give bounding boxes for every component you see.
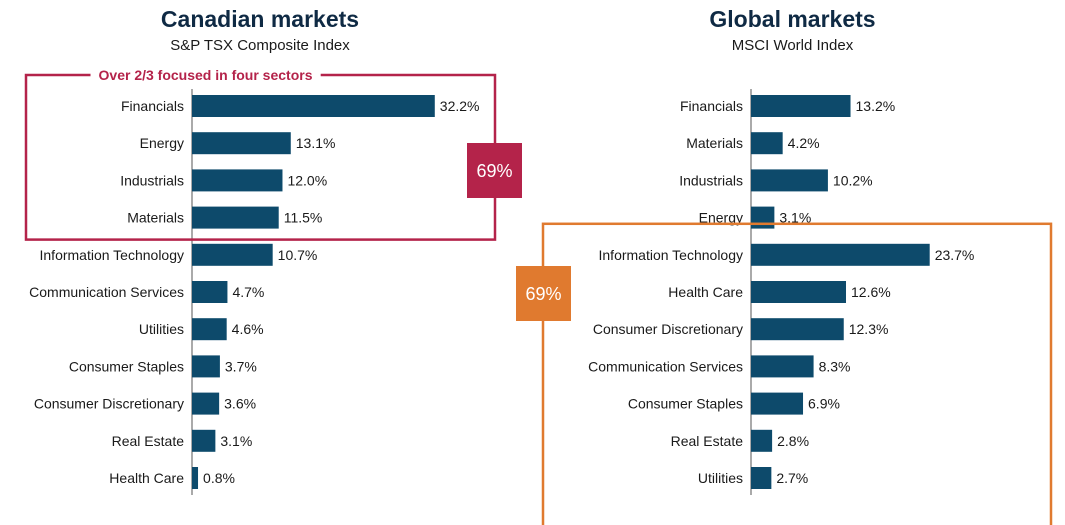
- bar: [192, 429, 216, 452]
- category-label: Financials: [121, 98, 184, 114]
- chart-subtitle: MSCI World Index: [731, 37, 854, 54]
- value-label: 11.5%: [284, 210, 323, 226]
- category-label: Consumer Staples: [69, 358, 184, 374]
- category-label: Health Care: [109, 470, 184, 486]
- chart-subtitle: S&P TSX Composite Index: [170, 37, 350, 54]
- global-markets-panel: Global markets MSCI World Index Financia…: [516, 0, 1065, 525]
- bar: [192, 392, 220, 415]
- bar: [192, 467, 199, 489]
- category-label: Communication Services: [29, 284, 184, 300]
- value-label: 2.8%: [777, 433, 809, 449]
- bar: [751, 467, 772, 489]
- bar: [192, 318, 227, 341]
- value-label: 4.6%: [232, 321, 264, 337]
- value-label: 3.1%: [220, 433, 252, 449]
- category-label: Communication Services: [588, 358, 743, 374]
- value-label: 10.7%: [278, 247, 318, 263]
- category-label: Real Estate: [112, 433, 185, 449]
- bar: [751, 429, 773, 452]
- bar: [751, 206, 775, 229]
- value-label: 3.1%: [779, 210, 811, 226]
- category-label: Materials: [686, 135, 743, 151]
- highlight-badge: 69%: [516, 266, 571, 321]
- category-label: Health Care: [668, 284, 743, 300]
- value-label: 4.2%: [788, 135, 820, 151]
- bar: [751, 132, 783, 155]
- category-label: Real Estate: [671, 433, 744, 449]
- value-label: 6.9%: [808, 396, 840, 412]
- category-label: Energy: [140, 135, 184, 151]
- category-label: Consumer Discretionary: [593, 321, 743, 337]
- bar: [751, 392, 804, 415]
- category-label: Utilities: [698, 470, 743, 486]
- value-label: 13.1%: [296, 135, 336, 151]
- value-label: 23.7%: [935, 247, 975, 263]
- value-label: 32.2%: [440, 98, 480, 114]
- bar: [192, 281, 228, 303]
- chart-title: Canadian markets: [160, 6, 360, 32]
- badge-value: 69%: [525, 284, 561, 304]
- value-label: 2.7%: [776, 470, 808, 486]
- bar: [751, 243, 930, 266]
- badge-value: 69%: [476, 161, 512, 181]
- category-label: Financials: [680, 98, 743, 114]
- canadian-markets-chart: Financials 32.2% Energy 13.1% Industrials 12.…: [24, 66, 522, 495]
- value-label: 10.2%: [833, 172, 873, 188]
- value-label: 3.7%: [225, 358, 257, 374]
- bar: [751, 169, 828, 192]
- bar: [751, 281, 847, 303]
- canadian-markets-panel: Canadian markets S&P TSX Composite Index…: [0, 0, 522, 525]
- category-label: Industrials: [120, 172, 184, 188]
- category-label: Consumer Staples: [628, 396, 743, 412]
- value-label: 0.8%: [203, 470, 235, 486]
- global-markets-chart: Financials 13.2% Materials 4.2% Industrials 1…: [516, 89, 1053, 525]
- chart-title: Global markets: [709, 6, 876, 32]
- bar: [751, 355, 814, 378]
- value-label: 13.2%: [856, 98, 896, 114]
- highlight-badge: 69%: [467, 143, 522, 198]
- bar: [192, 95, 435, 117]
- value-label: 4.7%: [232, 284, 264, 300]
- category-label: Materials: [127, 210, 184, 226]
- category-label: Utilities: [139, 321, 184, 337]
- value-label: 3.6%: [224, 396, 256, 412]
- highlight-label: Over 2/3 focused in four sectors: [99, 67, 313, 83]
- value-label: 12.3%: [849, 321, 889, 337]
- category-label: Information Technology: [40, 247, 185, 263]
- category-label: Industrials: [679, 172, 743, 188]
- bar: [751, 318, 844, 341]
- bar: [192, 206, 279, 229]
- value-label: 8.3%: [819, 358, 851, 374]
- category-label: Consumer Discretionary: [34, 396, 184, 412]
- bar: [192, 355, 220, 378]
- bar: [751, 95, 851, 117]
- value-label: 12.0%: [287, 172, 327, 188]
- category-label: Energy: [699, 210, 743, 226]
- bar: [192, 132, 291, 155]
- category-label: Information Technology: [599, 247, 744, 263]
- value-label: 12.6%: [851, 284, 891, 300]
- bar: [192, 169, 283, 192]
- bar: [192, 243, 273, 266]
